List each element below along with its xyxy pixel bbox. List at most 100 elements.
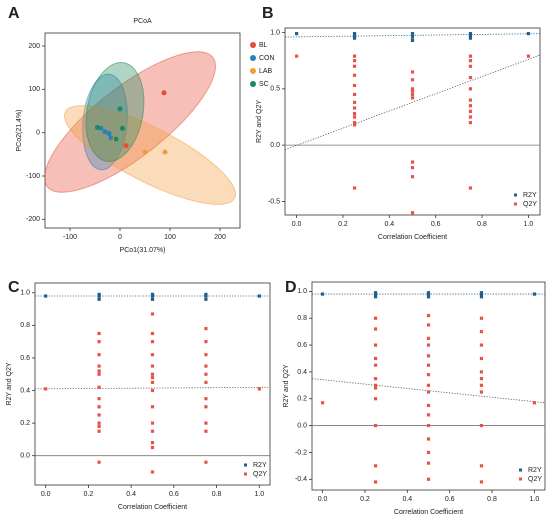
y-axis-title: R2Y and Q2Y (6, 362, 13, 405)
panel-letter: D (285, 279, 297, 296)
point (106, 131, 112, 137)
point (204, 380, 208, 384)
x-tick-label: 0.8 (487, 496, 497, 503)
point (97, 364, 101, 368)
legend-label: Q2Y (523, 201, 537, 208)
point (426, 323, 431, 327)
point (373, 464, 378, 468)
point (97, 297, 101, 301)
point (97, 421, 101, 425)
x-tick-label: 0.8 (212, 491, 222, 498)
legend-label: BL (259, 42, 268, 49)
point (479, 316, 484, 320)
panel-letter: C (8, 279, 20, 296)
point (97, 372, 101, 376)
point (97, 331, 101, 336)
group-ellipse (85, 62, 145, 162)
point (95, 124, 100, 130)
y-tick-label: 0 (36, 130, 40, 137)
point (150, 372, 155, 376)
point (44, 294, 48, 298)
point (468, 121, 473, 125)
point (410, 211, 415, 215)
point (352, 64, 357, 68)
point (410, 32, 415, 36)
legend-marker (244, 463, 247, 467)
point (426, 413, 431, 417)
point (479, 383, 484, 387)
x-tick-label: 1.0 (530, 496, 540, 503)
point (150, 340, 155, 344)
point (479, 390, 484, 394)
x-tick-label: 0.0 (41, 491, 51, 498)
point (161, 90, 167, 96)
legend-label: LAB (259, 68, 273, 75)
x-axis-title: Correlation Coefficient (394, 509, 463, 515)
x-tick-label: 0.6 (431, 221, 441, 228)
point (426, 292, 431, 296)
x-tick-label: 0.0 (318, 496, 328, 503)
point (162, 149, 168, 155)
point (352, 186, 357, 190)
point (426, 336, 431, 340)
point (204, 327, 208, 331)
x-axis-title: Correlation Coefficient (378, 234, 447, 241)
point (150, 470, 155, 474)
point (352, 112, 357, 116)
point (352, 92, 357, 97)
legend-label: Q2Y (528, 476, 542, 483)
trend-line (35, 386, 270, 390)
x-tick-label: 0.6 (169, 491, 179, 498)
point (97, 397, 101, 401)
point (352, 115, 357, 119)
panel-letter: A (8, 5, 20, 22)
group-ellipse (63, 105, 237, 205)
y-tick-label: 0.6 (297, 342, 307, 349)
point (468, 36, 473, 40)
point (204, 294, 208, 298)
point (150, 292, 155, 297)
point (373, 363, 378, 367)
point (117, 106, 123, 112)
point (294, 32, 299, 36)
point (320, 401, 325, 405)
legend-label: Q2Y (253, 471, 267, 478)
legend-label: R2Y (523, 192, 537, 199)
point (479, 292, 484, 296)
y-tick-label: 1.0 (297, 288, 307, 295)
point (426, 477, 431, 481)
trend-line (285, 33, 540, 38)
legend-marker (514, 193, 517, 197)
point (526, 32, 531, 36)
point (150, 312, 155, 316)
y-tick-label: 0.5 (270, 86, 280, 93)
x-tick-label: 200 (214, 234, 226, 241)
point (468, 54, 473, 58)
x-tick-label: 100 (164, 234, 176, 241)
point (468, 98, 473, 102)
point (142, 149, 148, 155)
point (97, 429, 101, 433)
point (204, 429, 208, 433)
y-tick-label: -200 (26, 216, 40, 223)
point (426, 437, 431, 441)
y-tick-label: 0.0 (270, 142, 280, 149)
point (373, 327, 378, 331)
point (352, 34, 357, 38)
plot-area (45, 51, 237, 205)
point (97, 413, 101, 417)
y-tick-label: 0.0 (20, 453, 30, 460)
point (410, 166, 415, 170)
point (352, 36, 357, 40)
point (352, 106, 357, 110)
y-axis-title: R2Y and Q2Y (283, 364, 290, 407)
point (150, 429, 155, 433)
x-axis-title: Correlation Coefficient (118, 504, 187, 511)
point (468, 32, 473, 36)
point (468, 115, 473, 119)
point (410, 175, 415, 179)
point (373, 295, 378, 299)
point (97, 369, 101, 373)
legend-marker (250, 81, 256, 87)
point (479, 464, 484, 468)
